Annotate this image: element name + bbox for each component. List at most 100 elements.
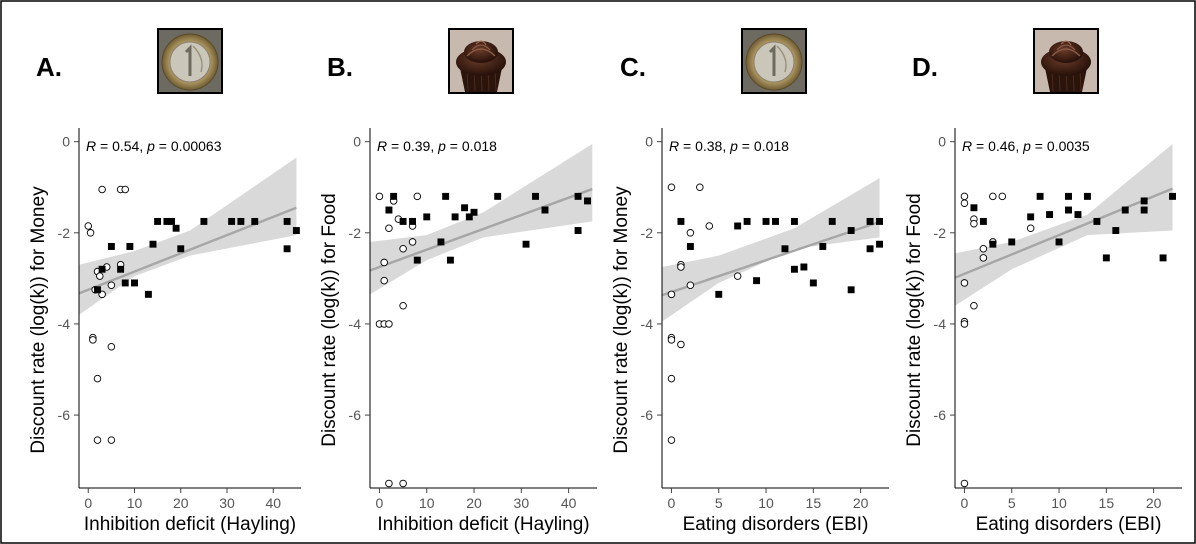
data-point-filled (423, 213, 431, 221)
data-point-open (86, 229, 95, 237)
data-point-filled (574, 192, 582, 200)
data-point-open (677, 263, 685, 271)
data-point-filled (532, 192, 539, 200)
data-point-filled (107, 243, 115, 250)
data-point-open (1026, 224, 1035, 233)
data-point-open (121, 185, 129, 194)
data-point-filled (677, 217, 685, 225)
data-point-filled (470, 208, 478, 216)
frosting-tip (1060, 40, 1072, 46)
data-point-open (84, 222, 92, 230)
data-point-filled (762, 217, 770, 225)
panel-d: D. 0 5 10 15 20 0 -2 -4 -6 Eating disorders (EBI) D… (904, 28, 1182, 535)
data-point-open (385, 479, 393, 488)
coin-map-outline (776, 45, 787, 73)
data-point-filled (251, 217, 259, 225)
data-point-filled (772, 217, 779, 225)
icon-border (157, 28, 223, 94)
data-point-filled (866, 245, 874, 253)
y-tick-label: 0 (645, 134, 653, 150)
x-axis-title: Inhibition deficit (Hayling) (84, 514, 296, 535)
data-point-open (970, 301, 978, 310)
cupcake-icon (448, 28, 514, 94)
data-point-open (970, 219, 978, 228)
data-point-filled (465, 213, 473, 221)
data-point-open (960, 199, 969, 207)
panel-letter: D. (912, 52, 938, 82)
data-point-filled (200, 217, 208, 225)
data-point-open (696, 183, 704, 191)
data-point-filled (790, 265, 798, 273)
data-point-filled (442, 192, 450, 200)
data-point-filled (1083, 192, 1091, 200)
data-point-filled (1065, 192, 1072, 200)
data-point-filled (228, 217, 236, 225)
data-point-filled (437, 238, 445, 246)
x-axis-title: Inhibition deficit (Hayling) (377, 514, 589, 535)
data-point-filled (790, 217, 798, 225)
data-point-filled (1159, 254, 1167, 262)
data-point-filled (399, 217, 407, 225)
cupcake-frosting-swirl (1049, 41, 1083, 63)
data-point-open (667, 336, 676, 344)
data-point-filled (1046, 211, 1054, 219)
data-point-filled (149, 240, 157, 248)
data-point-open (375, 192, 384, 201)
x-tick-label: 10 (419, 495, 435, 511)
y-tick-label: -6 (641, 407, 654, 423)
data-point-filled (177, 245, 185, 253)
y-tick-label: -4 (349, 316, 362, 332)
panel-c: C. 0 5 10 15 20 0 -2 -4 -6 Eating disorders (EBI) D… (611, 28, 889, 535)
data-point-open (667, 374, 676, 383)
confidence-band (370, 143, 593, 295)
data-point-open (399, 245, 407, 253)
data-point-open (667, 183, 676, 191)
data-point-open (733, 272, 742, 280)
panel-letter: B. (327, 52, 353, 82)
data-point-open (686, 281, 695, 289)
frosting-highlight (1051, 48, 1081, 57)
x-tick-label: 30 (219, 495, 235, 511)
data-point-filled (390, 192, 398, 200)
data-point-open (686, 229, 695, 237)
data-point-filled (686, 243, 694, 250)
stat-annotation: R = 0.39, p = 0.018 (377, 138, 497, 154)
x-tick-label: 0 (668, 495, 676, 511)
data-point-filled (1121, 206, 1129, 214)
data-point-open (380, 276, 388, 285)
x-tick-label: 20 (853, 495, 869, 511)
y-axis-title: Discount rate (log(k)) for Food (904, 193, 925, 446)
data-point-open (960, 192, 969, 201)
data-point-filled (753, 277, 761, 285)
data-point-filled (541, 206, 549, 214)
y-tick-label: -4 (934, 316, 947, 332)
data-point-filled (989, 240, 997, 248)
data-point-filled (734, 222, 742, 230)
x-tick-label: 40 (561, 495, 577, 511)
data-point-open (107, 436, 116, 444)
x-tick-label: 20 (1146, 495, 1162, 511)
data-point-filled (876, 217, 883, 225)
x-tick-label: 0 (84, 495, 92, 511)
x-tick-label: 30 (514, 495, 530, 511)
data-point-filled (237, 217, 245, 225)
y-tick-label: -2 (641, 225, 654, 241)
data-point-filled (494, 192, 502, 200)
data-point-open (960, 479, 969, 488)
regression-line (661, 220, 880, 297)
data-point-filled (1112, 227, 1120, 234)
x-tick-label: 0 (961, 495, 969, 511)
cupcake-icon (1033, 28, 1099, 94)
regression-line (78, 206, 297, 295)
panel-letter: C. (620, 52, 646, 82)
x-tick-label: 20 (466, 495, 482, 511)
x-axis-title: Eating disorders (EBI) (976, 514, 1162, 535)
data-point-open (960, 279, 969, 287)
data-point-filled (584, 197, 591, 205)
y-tick-label: -4 (641, 316, 654, 332)
data-point-filled (1140, 206, 1148, 214)
data-point-open (107, 342, 116, 351)
data-point-filled (1036, 192, 1044, 200)
